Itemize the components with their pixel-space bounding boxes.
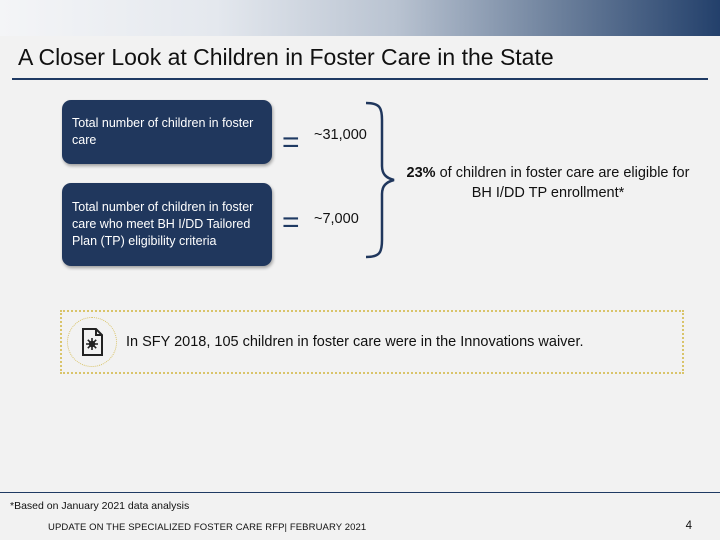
title-divider <box>12 78 708 80</box>
footnote: *Based on January 2021 data analysis <box>10 500 190 512</box>
summary-percent: 23% <box>406 165 436 181</box>
equals-sign: = <box>282 206 300 239</box>
footer-divider <box>0 492 720 493</box>
stat-box-total-children: Total number of children in foster care <box>62 100 272 164</box>
stat-label: Total number of children in foster care <box>72 116 254 147</box>
page-title: A Closer Look at Children in Foster Care… <box>18 44 554 70</box>
header-band <box>0 0 720 36</box>
stat-value-total: ~31,000 <box>314 127 367 143</box>
eligibility-summary: 23% of children in foster care are eligi… <box>398 163 698 203</box>
stat-value-eligible: ~7,000 <box>314 211 359 227</box>
equals-sign: = <box>282 126 300 159</box>
page-number: 4 <box>685 520 692 532</box>
stat-box-eligible-children: Total number of children in foster care … <box>62 183 272 266</box>
callout-text: In SFY 2018, 105 children in foster care… <box>126 334 584 350</box>
callout-icon-frame <box>67 317 117 367</box>
footer-text: UPDATE ON THE SPECIALIZED FOSTER CARE RF… <box>48 522 367 533</box>
innovations-callout: In SFY 2018, 105 children in foster care… <box>60 310 684 374</box>
right-brace-icon <box>365 101 395 259</box>
stat-label: Total number of children in foster care … <box>72 200 254 248</box>
document-icon <box>82 328 103 356</box>
summary-text: of children in foster care are eligible … <box>435 165 690 201</box>
